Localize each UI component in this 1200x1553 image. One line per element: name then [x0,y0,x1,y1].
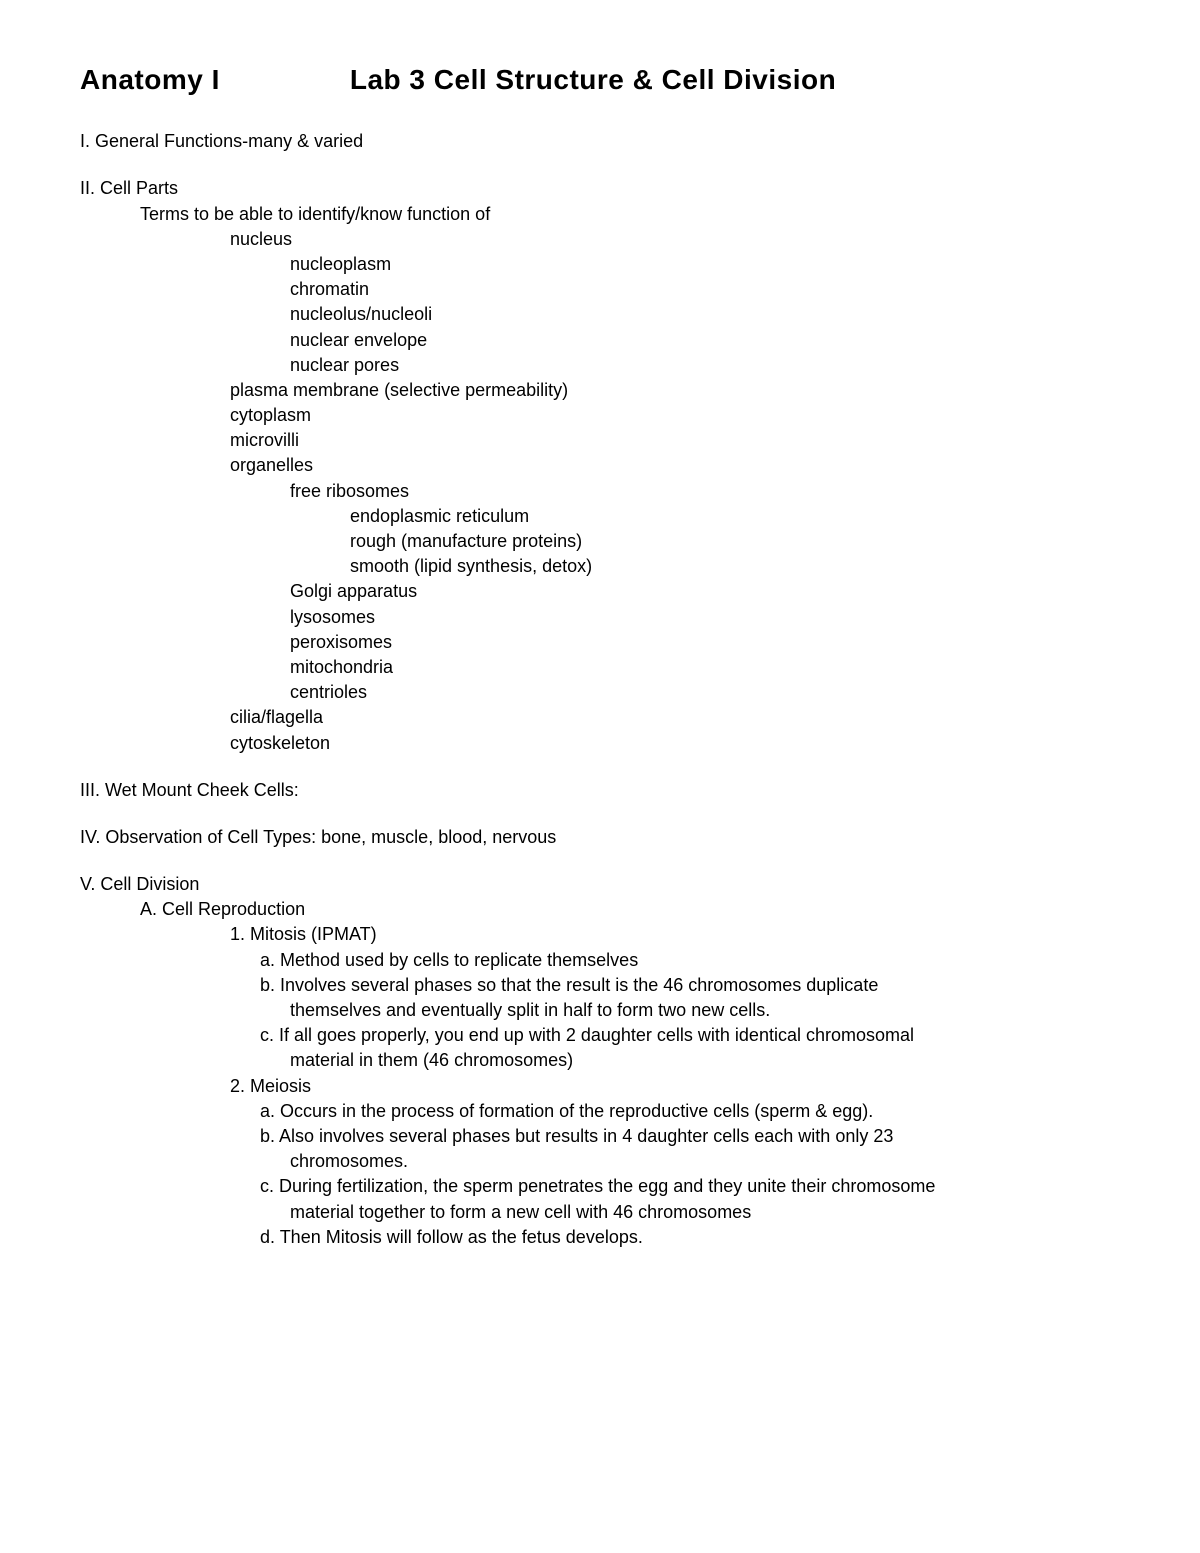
term-centrioles: centrioles [80,680,1120,705]
meiosis-d: d. Then Mitosis will follow as the fetus… [80,1225,1120,1250]
meiosis-a: a. Occurs in the process of formation of… [80,1099,1120,1124]
term-mitochondria: mitochondria [80,655,1120,680]
meiosis-b: b. Also involves several phases but resu… [80,1124,1120,1149]
title-right: Lab 3 Cell Structure & Cell Division [350,64,836,95]
section-2-title: II. Cell Parts [80,176,1120,201]
mitosis-a: a. Method used by cells to replicate the… [80,948,1120,973]
term-chromatin: chromatin [80,277,1120,302]
mitosis-c: c. If all goes properly, you end up with… [80,1023,1120,1048]
section-1: I. General Functions-many & varied [80,129,1120,154]
term-lysosomes: lysosomes [80,605,1120,630]
term-plasma-membrane: plasma membrane (selective permeability) [80,378,1120,403]
term-nuclear-envelope: nuclear envelope [80,328,1120,353]
term-smooth: smooth (lipid synthesis, detox) [80,554,1120,579]
term-nuclear-pores: nuclear pores [80,353,1120,378]
mitosis-b-cont: themselves and eventually split in half … [80,998,1120,1023]
term-cytoskeleton: cytoskeleton [80,731,1120,756]
meiosis-b-cont: chromosomes. [80,1149,1120,1174]
mitosis-b: b. Involves several phases so that the r… [80,973,1120,998]
section-4: IV. Observation of Cell Types: bone, mus… [80,825,1120,850]
section-3: III. Wet Mount Cheek Cells: [80,778,1120,803]
term-organelles: organelles [80,453,1120,478]
term-cilia: cilia/flagella [80,705,1120,730]
term-peroxisomes: peroxisomes [80,630,1120,655]
mitosis-title: 1. Mitosis (IPMAT) [80,922,1120,947]
title-left: Anatomy I [80,64,220,95]
section-4-title: IV. Observation of Cell Types: bone, mus… [80,825,1120,850]
term-nucleolus: nucleolus/nucleoli [80,302,1120,327]
term-cytoplasm: cytoplasm [80,403,1120,428]
section-5-title: V. Cell Division [80,872,1120,897]
mitosis-c-cont: material in them (46 chromosomes) [80,1048,1120,1073]
meiosis-c: c. During fertilization, the sperm penet… [80,1174,1120,1199]
term-nucleus: nucleus [80,227,1120,252]
section-5: V. Cell Division A. Cell Reproduction 1.… [80,872,1120,1250]
section-5a-title: A. Cell Reproduction [80,897,1120,922]
document-title: Anatomy I Lab 3 Cell Structure & Cell Div… [80,60,1120,99]
section-1-title: I. General Functions-many & varied [80,129,1120,154]
term-rough: rough (manufacture proteins) [80,529,1120,554]
term-nucleoplasm: nucleoplasm [80,252,1120,277]
section-3-title: III. Wet Mount Cheek Cells: [80,778,1120,803]
section-2-intro: Terms to be able to identify/know functi… [80,202,1120,227]
section-2: II. Cell Parts Terms to be able to ident… [80,176,1120,755]
term-microvilli: microvilli [80,428,1120,453]
meiosis-c-cont: material together to form a new cell wit… [80,1200,1120,1225]
term-golgi: Golgi apparatus [80,579,1120,604]
term-er: endoplasmic reticulum [80,504,1120,529]
meiosis-title: 2. Meiosis [80,1074,1120,1099]
term-free-ribosomes: free ribosomes [80,479,1120,504]
